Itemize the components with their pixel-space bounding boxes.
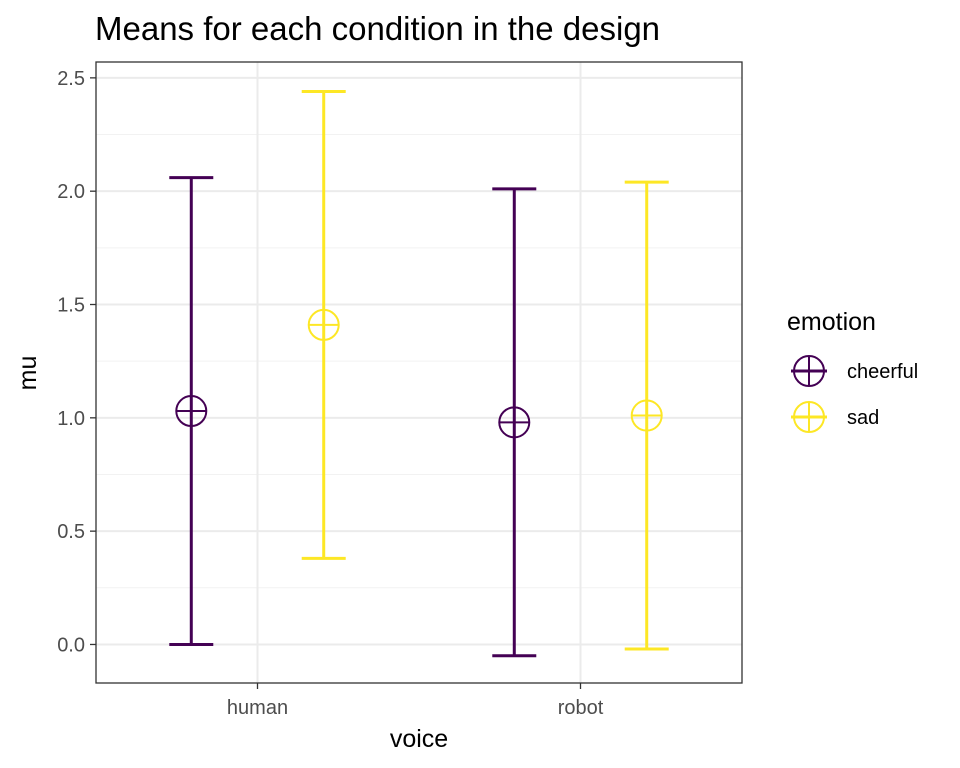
x-tick-label: human [227,697,288,719]
y-tick-label: 1.5 [57,295,85,317]
errorbar-sad-human [301,89,346,560]
y-tick-label: 1.0 [57,408,85,430]
x-axis-title: voice [390,725,448,753]
x-axis: human robot [227,683,604,719]
plot-panel [95,61,743,684]
legend-key-circle [793,401,825,433]
y-tick-label: 2.5 [57,68,85,90]
legend: emotion cheerful sad [787,308,918,433]
legend-key-cheerful [791,355,827,387]
y-tick-label: 0.0 [57,634,85,656]
legend-title: emotion [787,308,876,336]
y-axis-title: mu [14,356,42,391]
x-tick-label: robot [558,697,604,719]
errorbar-cheerful-human [169,176,214,646]
chart-title: Means for each condition in the design [95,10,660,47]
legend-key-circle [793,355,825,387]
errorbar-cheerful-robot [492,187,537,658]
grid [96,62,742,683]
errorbar-sad-robot [624,180,669,651]
legend-label: cheerful [847,361,918,383]
y-tick-label: 2.0 [57,181,85,203]
data-marks [169,89,669,658]
legend-label: sad [847,407,879,429]
y-tick-label: 0.5 [57,521,85,543]
y-axis: 0.0 0.5 1.0 1.5 2.0 2.5 [57,68,96,656]
legend-key-sad [791,401,827,433]
